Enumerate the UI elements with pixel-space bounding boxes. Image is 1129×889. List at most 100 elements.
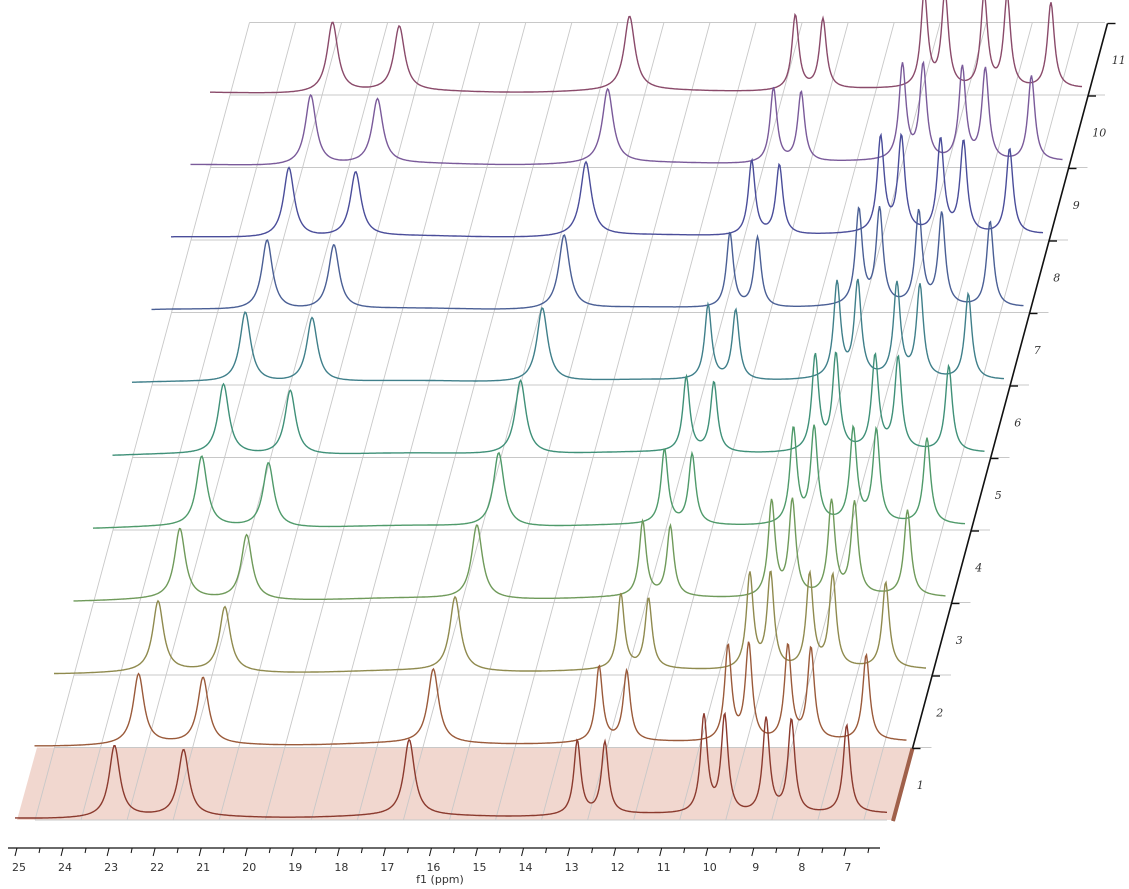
x-axis-tick-label: 17	[380, 861, 394, 874]
spectrum-4	[73, 497, 946, 602]
x-axis-tick	[729, 847, 732, 854]
grid-slanted	[633, 22, 849, 821]
x-axis-tick-label: 10	[703, 861, 717, 874]
grid-slanted	[449, 22, 665, 821]
x-axis-tick	[452, 847, 455, 854]
grid-slanted	[725, 22, 941, 821]
spectrum-11	[210, 0, 1083, 94]
depth-axis-line	[892, 23, 1109, 822]
depth-axis-label: 11	[1112, 54, 1126, 67]
grid-slanted	[264, 22, 481, 821]
x-axis-tick	[176, 847, 179, 854]
x-axis-tick	[843, 847, 847, 857]
x-axis-tick-label: 21	[196, 861, 210, 874]
x-axis-tick	[637, 847, 640, 854]
x-axis-tick	[567, 847, 571, 857]
depth-axis-label: 7	[1034, 344, 1041, 357]
depth-axis-label: 8	[1053, 271, 1060, 284]
x-axis-tick	[751, 847, 755, 857]
x-axis-tick	[705, 847, 709, 857]
x-axis-tick-label: 24	[58, 861, 72, 874]
spectrum-6	[112, 351, 985, 456]
x-axis-tick	[591, 847, 594, 854]
x-axis-tick	[406, 847, 409, 854]
x-axis-tick	[821, 847, 824, 854]
x-axis-tick	[336, 847, 340, 857]
depth-axis-label: 10	[1092, 126, 1106, 139]
grid-slanted	[587, 22, 803, 821]
grid-slanted	[218, 22, 435, 821]
grid-slanted	[356, 22, 573, 821]
depth-axis-label: 4	[974, 561, 982, 574]
depth-axis: 1 2 3 4 5 6 7 8 9 10 11	[891, 22, 1126, 822]
x-axis-tick-label: 25	[12, 861, 26, 874]
x-axis-tick	[428, 847, 432, 857]
grid-slanted	[80, 22, 296, 821]
x-axis-tick	[244, 847, 248, 857]
x-axis-tick-label: 20	[242, 861, 256, 874]
x-axis-tick	[38, 847, 41, 854]
grid-slanted	[172, 22, 389, 821]
x-axis-tick-label: 22	[150, 861, 164, 874]
x-axis-tick	[290, 847, 294, 857]
spectrum-3	[54, 569, 926, 675]
x-axis-tick-label: 18	[334, 861, 348, 874]
x-axis-tick	[499, 847, 502, 854]
spectrum-7	[131, 278, 1004, 383]
x-axis-tick	[198, 847, 202, 857]
x-axis-tick	[382, 847, 386, 857]
depth-axis-label: 3	[956, 634, 963, 647]
depth-axis-label: 2	[935, 706, 943, 719]
depth-axis-label: 6	[1014, 416, 1021, 429]
grid-slanted	[679, 22, 895, 821]
grid-slanted	[817, 22, 1033, 821]
x-axis-tick-label: 16	[426, 861, 440, 874]
x-axis-tick-label: 14	[519, 861, 533, 874]
x-axis-tick-label: 9	[752, 861, 759, 874]
x-axis-tick-label: 23	[104, 861, 118, 874]
x-axis-tick	[797, 847, 801, 857]
x-axis-tick	[867, 847, 870, 854]
x-axis-tick	[683, 847, 686, 854]
x-axis-title: f1 (ppm)	[416, 873, 464, 886]
grid-slanted	[310, 22, 527, 821]
x-axis-tick	[314, 847, 317, 854]
depth-axis-label: 1	[917, 779, 924, 792]
spectrum-1	[15, 711, 887, 819]
grid-slanted	[541, 22, 757, 821]
spectrum-9	[171, 132, 1044, 238]
grid-slanted	[126, 22, 343, 821]
grid-lines	[34, 22, 1105, 821]
x-axis-tick-label: 12	[611, 861, 625, 874]
x-axis-ticks: 25 24 23 22 21 20 19 18 17 16 15 14 13 12 11 10 9 8 7	[12, 847, 870, 874]
x-axis-tick-label: 15	[473, 861, 487, 874]
x-axis-tick	[659, 847, 663, 857]
x-axis-tick-label: 11	[657, 861, 671, 874]
grid-slanted	[402, 22, 619, 821]
depth-axis-highlight	[891, 747, 915, 822]
spectrum-2	[34, 641, 907, 747]
grid-slanted	[863, 22, 1079, 821]
x-axis-tick	[475, 847, 478, 857]
x-axis-tick-label: 7	[844, 861, 851, 874]
x-axis-tick	[360, 847, 363, 854]
x-axis-tick	[130, 847, 133, 854]
x-axis-tick	[521, 847, 525, 857]
x-axis-tick-label: 8	[798, 861, 805, 874]
spectrum-5	[92, 424, 966, 529]
x-axis-tick-label: 19	[288, 861, 302, 874]
x-axis-tick	[545, 847, 548, 854]
x-axis-tick	[152, 847, 156, 857]
x-axis-tick	[106, 847, 110, 857]
grid-slanted	[495, 22, 711, 821]
x-axis-tick	[60, 847, 64, 857]
x-axis-tick	[14, 847, 18, 857]
depth-axis-label: 9	[1073, 199, 1080, 212]
x-axis-tick	[613, 847, 617, 857]
x-axis-tick	[222, 847, 225, 854]
x-axis: 25 24 23 22 21 20 19 18 17 16 15 14 13 12 11 10 9 8 7 f1 (…	[8, 847, 880, 886]
depth-axis-label: 5	[995, 489, 1002, 502]
highlighted-spectrum-band	[17, 747, 912, 820]
x-axis-tick	[84, 847, 87, 854]
